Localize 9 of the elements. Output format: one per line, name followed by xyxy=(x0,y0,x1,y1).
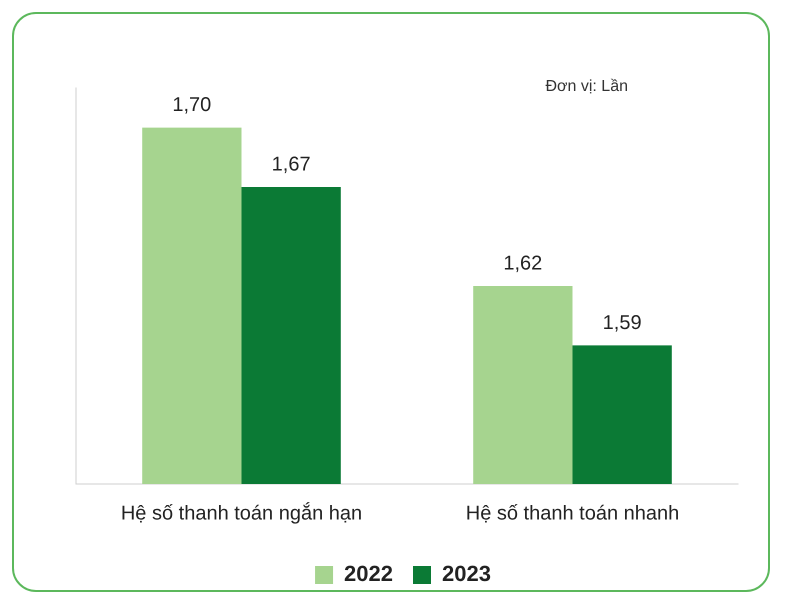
data-label: 1,62 xyxy=(503,252,542,275)
x-tick-label: Hệ số thanh toán nhanh xyxy=(466,502,680,525)
annotation: Đơn vị: Lần xyxy=(545,78,628,96)
legend-label: 2023 xyxy=(442,561,491,586)
x-tick-label: Hệ số thanh toán ngắn hạn xyxy=(120,502,362,525)
legend-label: 2022 xyxy=(344,561,394,586)
data-label: 1,67 xyxy=(272,154,311,176)
data-label: 1,70 xyxy=(172,94,212,116)
data-label: 1,59 xyxy=(602,312,642,334)
